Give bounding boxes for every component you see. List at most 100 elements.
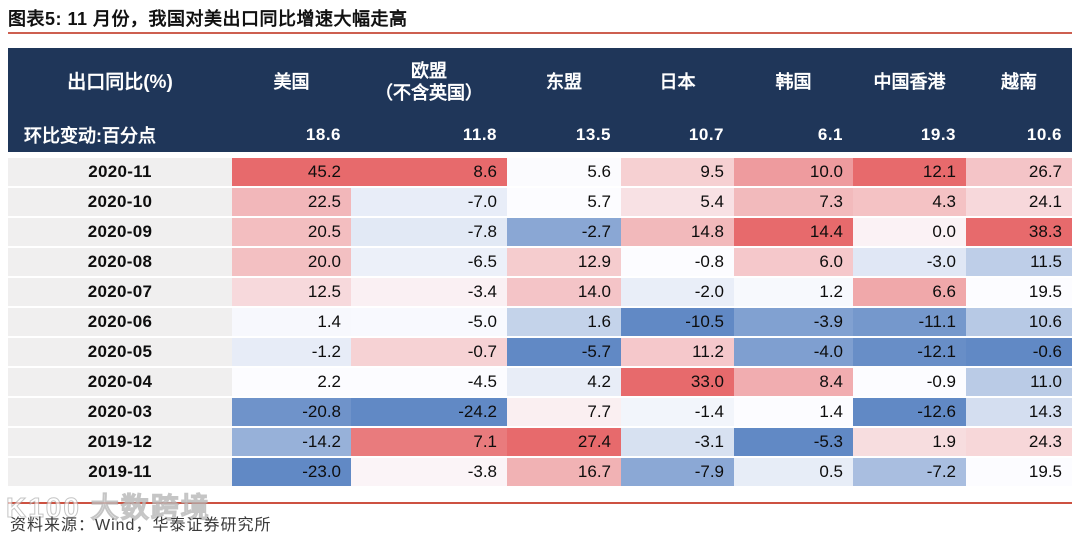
table-row: 2020-07 12.5 -3.4 14.0 -2.0 1.2 6.6 19.5 — [8, 278, 1072, 306]
figure-title: 图表5: 11 月份，我国对美出口同比增速大幅走高 — [8, 9, 408, 29]
data-cell: -23.0 — [232, 458, 351, 486]
data-cell: 5.7 — [507, 188, 621, 216]
data-cell: 10.6 — [966, 308, 1072, 336]
data-cell: -3.4 — [351, 278, 507, 306]
mom-row-label: 环比变动:百分点 — [24, 126, 156, 146]
data-cell: 12.9 — [507, 248, 621, 276]
data-cell: 0.0 — [853, 218, 966, 246]
data-cell: -5.0 — [351, 308, 507, 336]
table-row: 2019-12 -14.2 7.1 27.4 -3.1 -5.3 1.9 24.3 — [8, 428, 1072, 456]
data-cell: 19.5 — [966, 458, 1072, 486]
period-cell: 2020-03 — [8, 398, 232, 426]
data-cell: 24.1 — [966, 188, 1072, 216]
data-cell: -6.5 — [351, 248, 507, 276]
data-cell: 5.6 — [507, 158, 621, 186]
mom-value: 13.5 — [575, 125, 611, 144]
data-cell: 7.1 — [351, 428, 507, 456]
data-cell: -12.1 — [853, 338, 966, 366]
data-cell: -12.6 — [853, 398, 966, 426]
data-cell: -5.7 — [507, 338, 621, 366]
period-cell: 2019-12 — [8, 428, 232, 456]
data-cell: 0.5 — [734, 458, 853, 486]
period-cell: 2020-11 — [8, 158, 232, 186]
data-cell: -0.6 — [966, 338, 1072, 366]
data-cell: 20.0 — [232, 248, 351, 276]
data-cell: -4.5 — [351, 368, 507, 396]
data-cell: -0.8 — [621, 248, 734, 276]
data-cell: -0.9 — [853, 368, 966, 396]
period-cell: 2020-09 — [8, 218, 232, 246]
data-cell: 7.3 — [734, 188, 853, 216]
data-cell: -2.0 — [621, 278, 734, 306]
table-row: 2020-06 1.4 -5.0 1.6 -10.5 -3.9 -11.1 10.6 — [8, 308, 1072, 336]
period-cell: 2020-07 — [8, 278, 232, 306]
table-body: 2020-11 45.2 8.6 5.6 9.5 10.0 12.1 26.7 2020-10 2… — [8, 158, 1072, 486]
data-cell: -3.0 — [853, 248, 966, 276]
data-cell: -2.7 — [507, 218, 621, 246]
data-cell: 27.4 — [507, 428, 621, 456]
data-cell: 33.0 — [621, 368, 734, 396]
data-cell: 26.7 — [966, 158, 1072, 186]
data-cell: 22.5 — [232, 188, 351, 216]
mom-value: 19.3 — [920, 125, 956, 144]
data-cell: 8.6 — [351, 158, 507, 186]
table-header: 出口同比(%) 美国 欧盟 （不含英国） 东盟 日本 韩国 中国香港 越南 环比变动:百分点 18… — [8, 48, 1072, 152]
title-underline — [8, 32, 1072, 34]
period-cell: 2020-10 — [8, 188, 232, 216]
column-header: 韩国 — [775, 72, 812, 93]
period-cell: 2020-08 — [8, 248, 232, 276]
data-cell: 14.3 — [966, 398, 1072, 426]
footer-divider — [8, 502, 1072, 504]
data-cell: 4.2 — [507, 368, 621, 396]
period-cell: 2019-11 — [8, 458, 232, 486]
data-cell: 12.5 — [232, 278, 351, 306]
data-cell: -10.5 — [621, 308, 734, 336]
data-cell: -5.3 — [734, 428, 853, 456]
data-cell: 19.5 — [966, 278, 1072, 306]
data-cell: -7.2 — [853, 458, 966, 486]
data-cell: 11.5 — [966, 248, 1072, 276]
table-row: 2020-10 22.5 -7.0 5.7 5.4 7.3 4.3 24.1 — [8, 188, 1072, 216]
mom-value: 10.6 — [1026, 125, 1062, 144]
data-cell: 14.0 — [507, 278, 621, 306]
mom-value: 11.8 — [462, 125, 497, 144]
column-header: 欧盟 （不含英国） — [375, 61, 483, 103]
column-header: 美国 — [273, 72, 310, 93]
table-row: 2020-03 -20.8 -24.2 7.7 -1.4 1.4 -12.6 14.3 — [8, 398, 1072, 426]
mom-value: 10.7 — [688, 125, 724, 144]
data-cell: 12.1 — [853, 158, 966, 186]
data-cell: 1.6 — [507, 308, 621, 336]
data-cell: 45.2 — [232, 158, 351, 186]
column-header: 越南 — [1001, 72, 1037, 93]
data-cell: 4.3 — [853, 188, 966, 216]
corner-label: 出口同比(%) — [67, 71, 173, 93]
data-cell: 16.7 — [507, 458, 621, 486]
column-header: 日本 — [659, 72, 696, 93]
data-cell: -0.7 — [351, 338, 507, 366]
data-cell: -3.9 — [734, 308, 853, 336]
data-cell: 1.2 — [734, 278, 853, 306]
data-cell: -3.1 — [621, 428, 734, 456]
export-yoy-table: 出口同比(%) 美国 欧盟 （不含英国） 东盟 日本 韩国 中国香港 越南 环比变动:百分点 18… — [8, 48, 1072, 488]
data-cell: -11.1 — [853, 308, 966, 336]
period-cell: 2020-06 — [8, 308, 232, 336]
period-cell: 2020-04 — [8, 368, 232, 396]
data-cell: 6.0 — [734, 248, 853, 276]
source-note: 资料来源：Wind，华泰证券研究所 — [10, 517, 272, 534]
data-cell: -7.8 — [351, 218, 507, 246]
data-cell: -1.2 — [232, 338, 351, 366]
data-cell: 1.4 — [232, 308, 351, 336]
table-row: 2020-05 -1.2 -0.7 -5.7 11.2 -4.0 -12.1 -0.6 — [8, 338, 1072, 366]
data-cell: -1.4 — [621, 398, 734, 426]
table-row: 2019-11 -23.0 -3.8 16.7 -7.9 0.5 -7.2 19.5 — [8, 458, 1072, 486]
data-cell: 1.9 — [853, 428, 966, 456]
data-cell: 20.5 — [232, 218, 351, 246]
mom-value: 6.1 — [817, 125, 843, 144]
table-row: 2020-09 20.5 -7.8 -2.7 14.8 14.4 0.0 38.3 — [8, 218, 1072, 246]
column-header: 中国香港 — [873, 72, 946, 93]
period-cell: 2020-05 — [8, 338, 232, 366]
data-cell: -7.0 — [351, 188, 507, 216]
data-cell: 6.6 — [853, 278, 966, 306]
data-cell: 7.7 — [507, 398, 621, 426]
